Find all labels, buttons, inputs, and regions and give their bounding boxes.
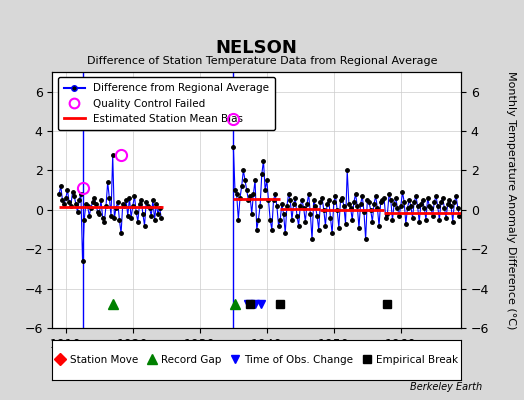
Y-axis label: Monthly Temperature Anomaly Difference (°C): Monthly Temperature Anomaly Difference (… <box>506 71 516 329</box>
Text: Berkeley Earth: Berkeley Earth <box>410 382 482 392</box>
Text: Difference of Station Temperature Data from Regional Average: Difference of Station Temperature Data f… <box>87 56 437 66</box>
Legend: Difference from Regional Average, Quality Control Failed, Estimated Station Mean: Difference from Regional Average, Qualit… <box>58 77 275 130</box>
Legend: Station Move, Record Gap, Time of Obs. Change, Empirical Break: Station Move, Record Gap, Time of Obs. C… <box>51 351 463 369</box>
Title: NELSON: NELSON <box>216 38 298 56</box>
